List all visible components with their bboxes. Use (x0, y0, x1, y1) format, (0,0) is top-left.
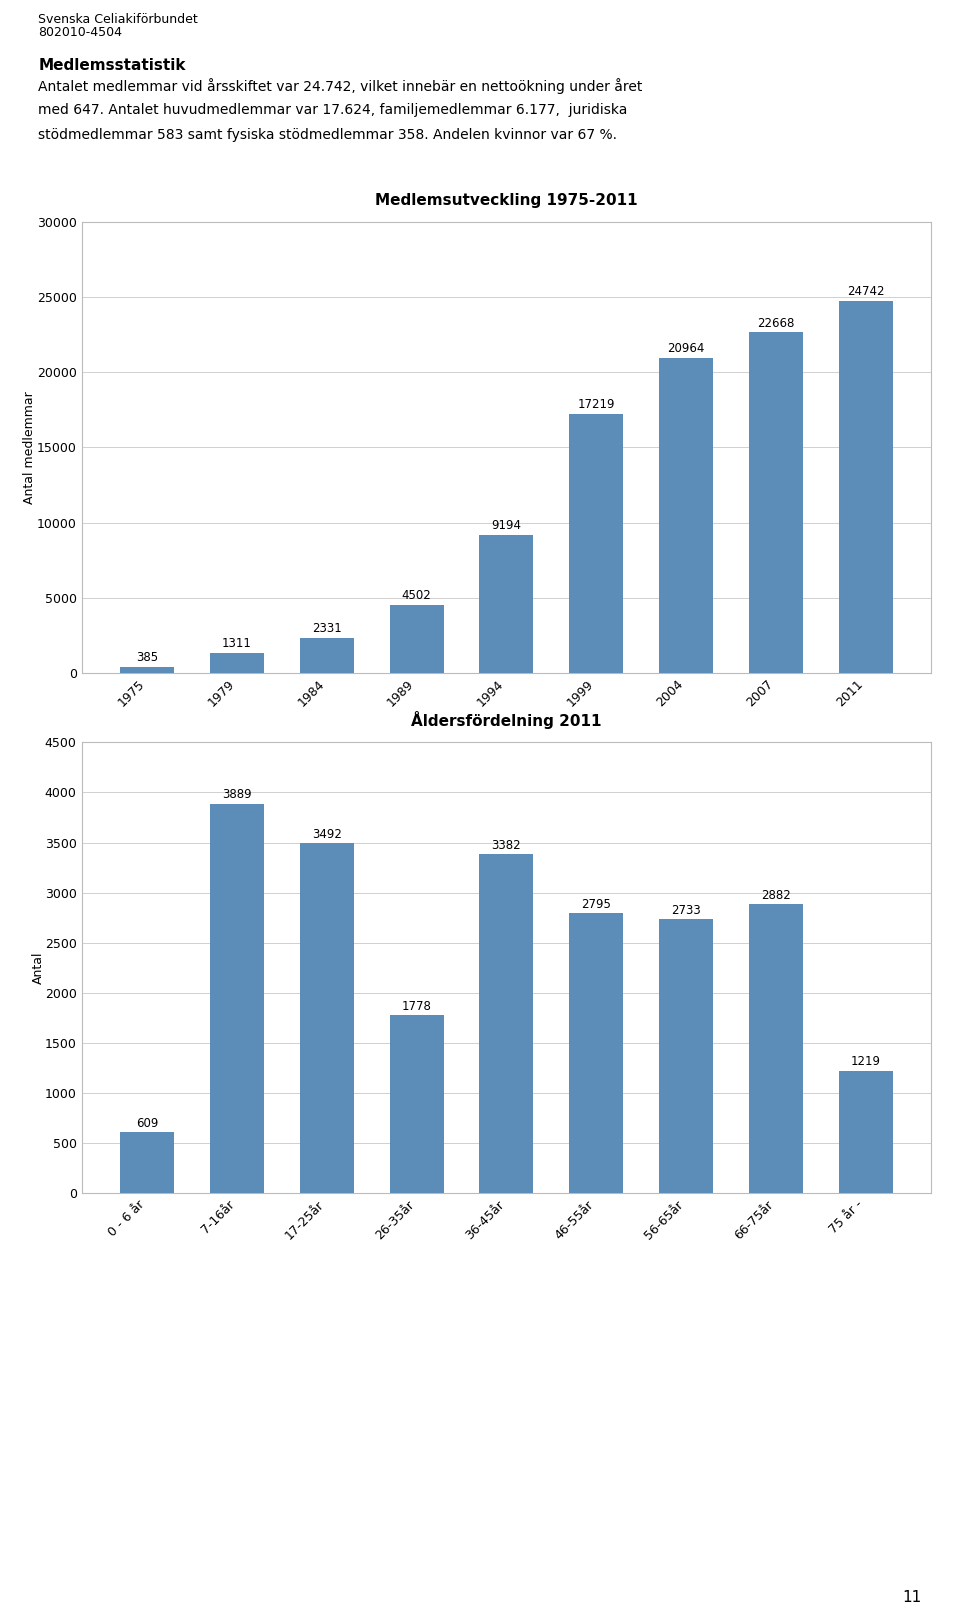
Bar (749, 332, 803, 673)
Title: Medlemsutveckling 1975-2011: Medlemsutveckling 1975-2011 (375, 193, 637, 209)
Text: 2331: 2331 (312, 622, 342, 635)
Text: 1311: 1311 (222, 637, 252, 650)
Bar (120, 666, 174, 673)
Text: 22668: 22668 (757, 316, 795, 329)
Text: 3889: 3889 (222, 788, 252, 801)
Text: stödmedlemmar 583 samt fysiska stödmedlemmar 358. Andelen kvinnor var 67 %.: stödmedlemmar 583 samt fysiska stödmedle… (38, 128, 617, 143)
Bar (479, 535, 534, 673)
Text: 2882: 2882 (761, 888, 791, 901)
Bar (660, 358, 713, 673)
Bar (210, 804, 264, 1193)
Text: 609: 609 (136, 1117, 158, 1130)
Bar (390, 1015, 444, 1193)
Title: Åldersfördelning 2011: Åldersfördelning 2011 (411, 710, 602, 729)
Bar (300, 637, 353, 673)
Bar (660, 919, 713, 1193)
Text: Antalet medlemmar vid årsskiftet var 24.742, vilket innebär en nettoökning under: Antalet medlemmar vid årsskiftet var 24.… (38, 78, 643, 94)
Bar (120, 1131, 174, 1193)
Bar (210, 653, 264, 673)
Bar (569, 413, 623, 673)
Text: 20964: 20964 (667, 342, 705, 355)
Text: Svenska Celiakiförbundet: Svenska Celiakiförbundet (38, 13, 198, 26)
Text: 11: 11 (902, 1590, 922, 1605)
Bar (479, 854, 534, 1193)
Text: 385: 385 (136, 652, 158, 665)
Y-axis label: Antal: Antal (32, 952, 44, 984)
Text: Medlemsstatistik: Medlemsstatistik (38, 58, 186, 73)
Bar (839, 302, 893, 673)
Bar (749, 905, 803, 1193)
Bar (390, 605, 444, 673)
Text: 4502: 4502 (401, 590, 431, 603)
Text: med 647. Antalet huvudmedlemmar var 17.624, familjemedlemmar 6.177,  juridiska: med 647. Antalet huvudmedlemmar var 17.6… (38, 104, 628, 117)
Text: 9194: 9194 (492, 519, 521, 532)
Bar (300, 843, 353, 1193)
Y-axis label: Antal medlemmar: Antal medlemmar (23, 391, 36, 504)
Text: 802010-4504: 802010-4504 (38, 26, 123, 39)
Text: 1219: 1219 (851, 1055, 880, 1068)
Bar (839, 1071, 893, 1193)
Text: 17219: 17219 (578, 399, 615, 412)
Text: 3382: 3382 (492, 840, 521, 853)
Text: 2733: 2733 (671, 905, 701, 917)
Text: 24742: 24742 (847, 285, 884, 298)
Text: 3492: 3492 (312, 828, 342, 841)
Text: 1778: 1778 (401, 1000, 432, 1013)
Text: 2795: 2795 (581, 898, 612, 911)
Bar (569, 913, 623, 1193)
